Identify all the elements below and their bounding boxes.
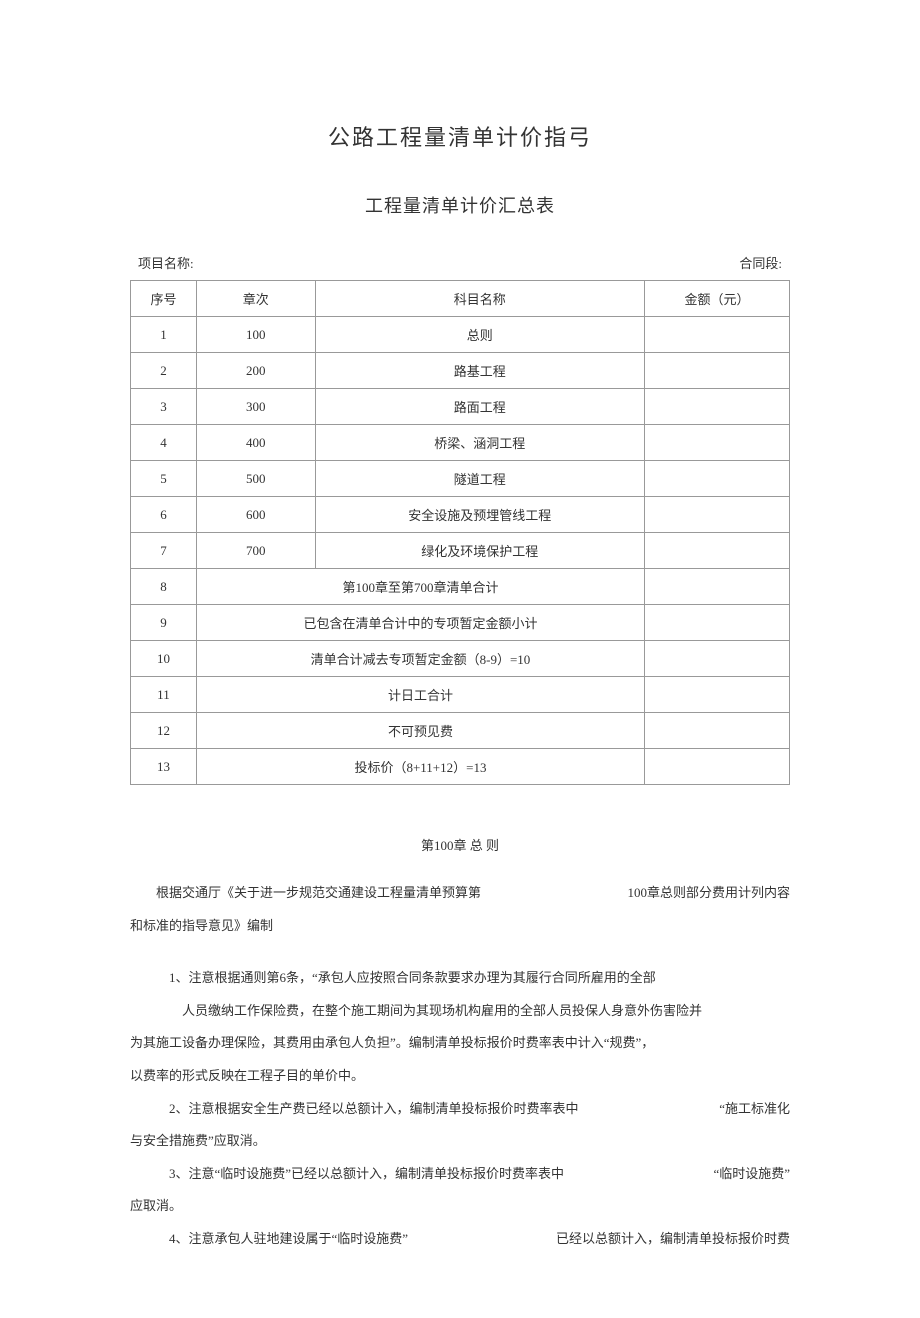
contract-section-label: 合同段: xyxy=(739,253,782,272)
cell-name-merged: 计日工合计 xyxy=(196,677,644,713)
cell-amount xyxy=(645,389,790,425)
cell-name-merged: 不可预见费 xyxy=(196,713,644,749)
cell-name: 绿化及环境保护工程 xyxy=(315,533,645,569)
p2-left: 2、注意根据安全生产费已经以总额计入，编制清单投标报价时费率表中 xyxy=(130,1095,579,1124)
p2-right: “施工标准化 xyxy=(719,1095,790,1124)
cell-seq: 4 xyxy=(131,425,197,461)
cell-name: 路基工程 xyxy=(315,353,645,389)
table-row: 5500隧道工程 xyxy=(131,461,790,497)
p3-left: 3、注意“临时设施费”已经以总额计入，编制清单投标报价时费率表中 xyxy=(130,1160,564,1189)
cell-name-merged: 第100章至第700章清单合计 xyxy=(196,569,644,605)
table-row: 1100总则 xyxy=(131,317,790,353)
cell-name: 总则 xyxy=(315,317,645,353)
cell-seq: 1 xyxy=(131,317,197,353)
cell-seq: 3 xyxy=(131,389,197,425)
cell-name-merged: 清单合计减去专项暂定金额（8-9）=10 xyxy=(196,641,644,677)
col-subject: 科目名称 xyxy=(315,281,645,317)
spacer xyxy=(130,944,790,964)
col-amount: 金额（元） xyxy=(645,281,790,317)
cell-amount xyxy=(645,461,790,497)
cell-amount xyxy=(645,497,790,533)
table-row: 8第100章至第700章清单合计 xyxy=(131,569,790,605)
p3-line1: 3、注意“临时设施费”已经以总额计入，编制清单投标报价时费率表中 “临时设施费” xyxy=(130,1160,790,1189)
p1-c: 为其施工设备办理保险，其费用由承包人负担”。编制清单投标报价时费率表中计入“规费… xyxy=(130,1029,790,1058)
cell-amount xyxy=(645,569,790,605)
intro-line2: 和标准的指导意见》编制 xyxy=(130,912,790,941)
sub-title: 工程量清单计价汇总表 xyxy=(130,192,790,218)
cell-seq: 9 xyxy=(131,605,197,641)
table-row: 6600安全设施及预埋管线工程 xyxy=(131,497,790,533)
table-header-row: 序号 章次 科目名称 金额（元） xyxy=(131,281,790,317)
p1-b: 人员缴纳工作保险费，在整个施工期间为其现场机构雇用的全部人员投保人身意外伤害险并 xyxy=(130,997,790,1026)
cell-seq: 11 xyxy=(131,677,197,713)
intro-line1: 根据交通厅《关于进一步规范交通建设工程量清单预算第 100章总则部分费用计列内容 xyxy=(130,879,790,908)
cell-amount xyxy=(645,713,790,749)
cell-name: 路面工程 xyxy=(315,389,645,425)
cell-seq: 13 xyxy=(131,749,197,785)
cell-amount xyxy=(645,605,790,641)
cell-amount xyxy=(645,353,790,389)
p1-a: 1、注意根据通则第6条，“承包人应按照合同条款要求办理为其履行合同所雇用的全部 xyxy=(130,964,790,993)
col-seq: 序号 xyxy=(131,281,197,317)
cell-amount xyxy=(645,677,790,713)
cell-amount xyxy=(645,641,790,677)
main-title: 公路工程量清单计价指弓 xyxy=(130,120,790,152)
p4-left: 4、注意承包人驻地建设属于“临时设施费” xyxy=(130,1225,408,1254)
cell-name-merged: 投标价（8+11+12）=13 xyxy=(196,749,644,785)
cell-amount xyxy=(645,533,790,569)
cell-amount xyxy=(645,317,790,353)
cell-amount xyxy=(645,425,790,461)
table-row: 7700绿化及环境保护工程 xyxy=(131,533,790,569)
table-header-labels: 项目名称: 合同段: xyxy=(130,253,790,272)
cell-chapter: 700 xyxy=(196,533,315,569)
cell-seq: 10 xyxy=(131,641,197,677)
cell-seq: 7 xyxy=(131,533,197,569)
project-name-label: 项目名称: xyxy=(138,253,194,272)
intro-line1-left: 根据交通厅《关于进一步规范交通建设工程量清单预算第 xyxy=(130,879,481,908)
p4-right: 已经以总额计入，编制清单投标报价时费 xyxy=(556,1225,790,1254)
col-chapter: 章次 xyxy=(196,281,315,317)
table-row: 4400桥梁、涵洞工程 xyxy=(131,425,790,461)
cell-name: 安全设施及预埋管线工程 xyxy=(315,497,645,533)
table-row: 10清单合计减去专项暂定金额（8-9）=10 xyxy=(131,641,790,677)
cell-chapter: 600 xyxy=(196,497,315,533)
table-row: 9已包含在清单合计中的专项暂定金额小计 xyxy=(131,605,790,641)
body-text: 根据交通厅《关于进一步规范交通建设工程量清单预算第 100章总则部分费用计列内容… xyxy=(130,879,790,1254)
cell-name: 隧道工程 xyxy=(315,461,645,497)
cell-seq: 8 xyxy=(131,569,197,605)
p2-b: 与安全措施费”应取消。 xyxy=(130,1127,790,1156)
cell-chapter: 300 xyxy=(196,389,315,425)
section-heading: 第100章 总 则 xyxy=(130,835,790,854)
intro-line1-right: 100章总则部分费用计列内容 xyxy=(601,879,790,908)
cell-name-merged: 已包含在清单合计中的专项暂定金额小计 xyxy=(196,605,644,641)
p1-d: 以费率的形式反映在工程子目的单价中。 xyxy=(130,1062,790,1091)
p4-line1: 4、注意承包人驻地建设属于“临时设施费” 已经以总额计入，编制清单投标报价时费 xyxy=(130,1225,790,1254)
cell-seq: 6 xyxy=(131,497,197,533)
cell-seq: 12 xyxy=(131,713,197,749)
p2-line1: 2、注意根据安全生产费已经以总额计入，编制清单投标报价时费率表中 “施工标准化 xyxy=(130,1095,790,1124)
cell-name: 桥梁、涵洞工程 xyxy=(315,425,645,461)
table-row: 11计日工合计 xyxy=(131,677,790,713)
p3-right: “临时设施费” xyxy=(713,1160,790,1189)
cell-chapter: 200 xyxy=(196,353,315,389)
cell-chapter: 500 xyxy=(196,461,315,497)
summary-table: 序号 章次 科目名称 金额（元） 1100总则2200路基工程3300路面工程4… xyxy=(130,280,790,785)
cell-chapter: 400 xyxy=(196,425,315,461)
cell-chapter: 100 xyxy=(196,317,315,353)
table-row: 13投标价（8+11+12）=13 xyxy=(131,749,790,785)
table-row: 3300路面工程 xyxy=(131,389,790,425)
p3-b: 应取消。 xyxy=(130,1192,790,1221)
table-row: 12不可预见费 xyxy=(131,713,790,749)
cell-seq: 2 xyxy=(131,353,197,389)
table-row: 2200路基工程 xyxy=(131,353,790,389)
cell-amount xyxy=(645,749,790,785)
cell-seq: 5 xyxy=(131,461,197,497)
